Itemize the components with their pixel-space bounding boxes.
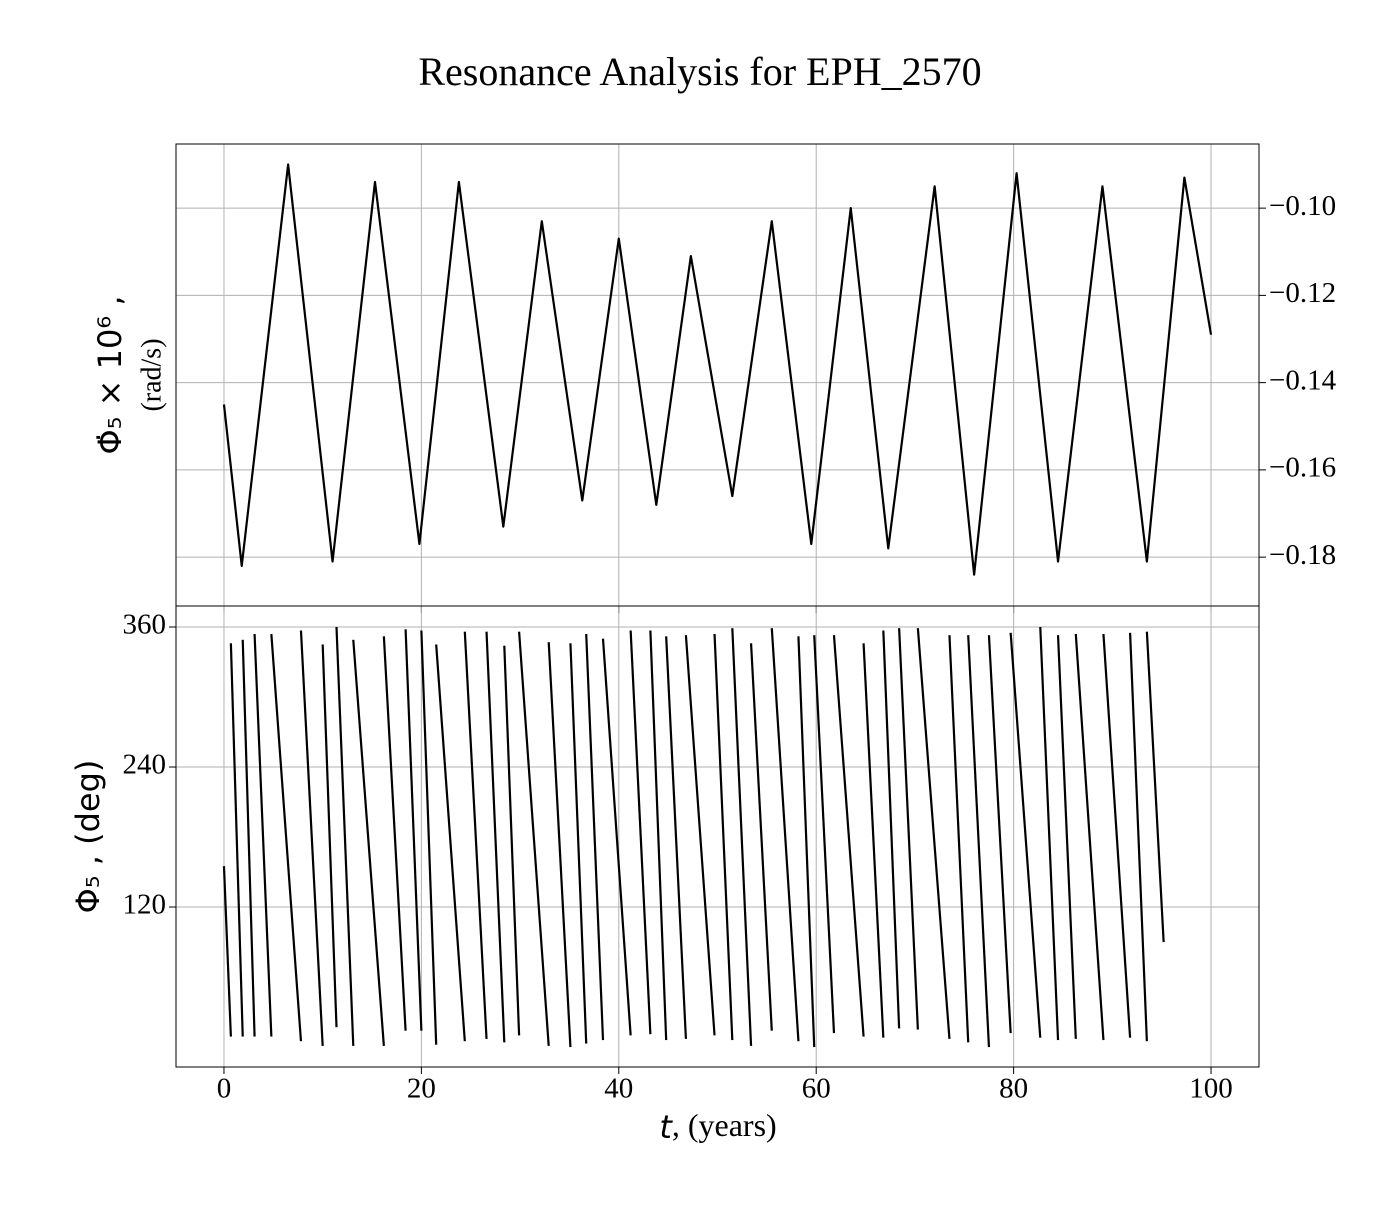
plot-frame bbox=[175, 605, 1260, 1068]
y-tick-label: −0.12 bbox=[1269, 277, 1336, 309]
x-tick-label: 80 bbox=[999, 1073, 1028, 1105]
y-tick-label: 120 bbox=[123, 889, 167, 921]
x-axis-unit: , (years) bbox=[672, 1107, 777, 1143]
y-axis-label: Φ̇₅ × 10⁶ , bbox=[91, 295, 129, 454]
y-axis-label: Φ₅ , (deg) bbox=[69, 760, 107, 914]
x-axis-symbol: t bbox=[659, 1108, 673, 1146]
y-tick-label: −0.18 bbox=[1269, 539, 1336, 571]
x-tick-label: 60 bbox=[802, 1073, 831, 1105]
y-tick-label: −0.14 bbox=[1269, 364, 1337, 396]
chart-title: Resonance Analysis for EPH_2570 bbox=[418, 49, 981, 94]
x-tick-label: 20 bbox=[407, 1073, 436, 1105]
y-tick-label: 360 bbox=[123, 609, 167, 641]
x-tick-label: 0 bbox=[217, 1073, 232, 1105]
y-tick-label: 240 bbox=[123, 749, 167, 781]
y-tick-label: −0.10 bbox=[1269, 190, 1336, 222]
x-tick-label: 100 bbox=[1189, 1073, 1233, 1105]
data-line bbox=[222, 626, 1165, 1048]
x-tick-label: 40 bbox=[604, 1073, 633, 1105]
y-axis-unit: (rad/s) bbox=[136, 338, 167, 411]
x-axis-label: t, (years) bbox=[659, 1107, 776, 1146]
data-line bbox=[222, 163, 1213, 576]
y-tick-label: −0.16 bbox=[1269, 452, 1336, 484]
